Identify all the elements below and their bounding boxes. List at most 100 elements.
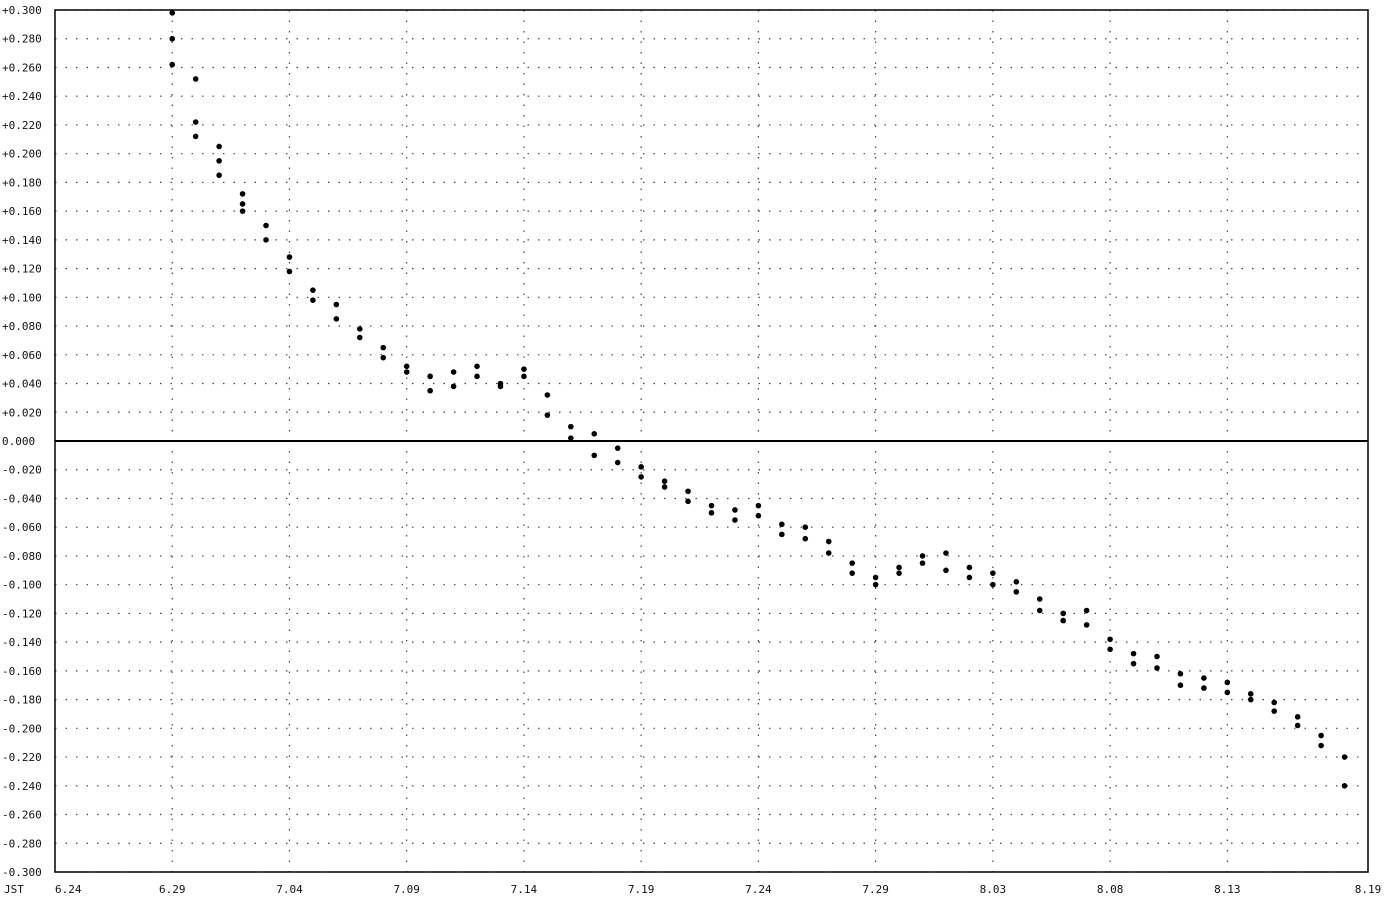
data-point [919,560,926,566]
data-point [1107,646,1113,653]
y-tick-label: -0.100 [2,579,42,592]
data-point [403,363,410,370]
data-point [591,452,598,459]
data-point [638,474,644,480]
data-point [1247,691,1254,697]
data-point [1224,679,1231,686]
data-point [1154,665,1160,671]
x-tick-label: 7.14 [511,883,538,896]
data-point [1154,653,1160,660]
y-tick-label: -0.140 [2,636,42,649]
data-point [708,502,715,509]
x-tick-label: 8.08 [1097,883,1124,896]
data-point [169,10,176,16]
data-point [755,512,762,519]
data-point [1036,596,1043,602]
data-point [708,510,715,516]
data-point [263,222,269,229]
y-tick-label: +0.120 [2,263,42,276]
y-tick-label: -0.200 [2,722,42,735]
x-tick-label: 8.03 [980,883,1007,896]
data-point [1107,636,1113,643]
data-point [1224,689,1231,696]
data-point [380,354,387,361]
y-tick-label: +0.200 [2,148,42,161]
y-tick-label: +0.140 [2,234,42,247]
data-point [1294,722,1301,729]
data-point [216,143,222,150]
data-point [1177,682,1184,689]
data-point [1083,622,1090,628]
data-point [192,76,199,82]
data-point [1177,670,1184,677]
data-point [966,564,973,571]
data-point [990,570,996,576]
data-point [943,567,949,574]
data-point [239,191,246,197]
data-point [638,464,644,470]
x-axis-prefix: JST [4,883,24,896]
data-point [1083,607,1090,614]
data-point [1060,610,1066,617]
y-tick-label: +0.080 [2,320,42,333]
data-point [450,383,457,390]
data-point [450,369,457,375]
data-point [403,369,410,375]
x-tick-label: 7.24 [745,883,772,896]
data-point [966,574,973,581]
data-point [802,524,809,530]
data-point [357,326,363,332]
data-point [1013,589,1020,595]
data-point [919,553,926,559]
data-point [825,538,832,545]
data-point [732,517,738,523]
data-point [427,387,433,394]
data-point [286,268,293,275]
x-tick-label: 6.24 [55,883,82,896]
data-point [192,119,199,125]
data-point [614,459,621,466]
data-point [1201,675,1207,681]
data-point [896,570,902,576]
y-tick-label: +0.280 [2,33,42,46]
data-point [427,373,433,380]
data-point [849,570,855,576]
data-point [568,435,574,441]
data-point [521,373,527,380]
data-point [1318,732,1324,739]
y-tick-label: -0.160 [2,665,42,678]
y-tick-label: -0.260 [2,809,42,822]
y-tick-label: -0.220 [2,751,42,764]
y-tick-label: +0.040 [2,378,42,391]
data-point [239,201,246,207]
y-tick-label: -0.300 [2,866,42,879]
data-point [1201,685,1207,691]
axis-frame [54,9,1369,873]
data-point [216,158,222,164]
x-tick-label: 7.04 [276,883,303,896]
y-tick-labels: +0.300 +0.280 +0.260 +0.240 +0.220 +0.200 +0.1… [2,4,42,879]
data-point [661,478,668,485]
data-point [661,484,668,490]
data-point [943,550,949,556]
data-point [1271,708,1278,714]
data-point [685,488,691,495]
data-point [732,507,738,513]
x-tick-label: 8.13 [1214,883,1241,896]
data-point [779,521,785,528]
data-point [779,531,785,538]
y-tick-label: -0.060 [2,521,42,534]
data-point [1294,714,1301,720]
x-tick-label: 7.29 [862,883,889,896]
data-point [239,208,246,214]
y-tick-label: -0.120 [2,607,42,620]
data-point [896,564,902,571]
data-point [1036,607,1043,614]
data-point [286,254,293,260]
data-point [216,172,222,179]
data-point [1013,578,1020,585]
data-point [380,344,387,351]
